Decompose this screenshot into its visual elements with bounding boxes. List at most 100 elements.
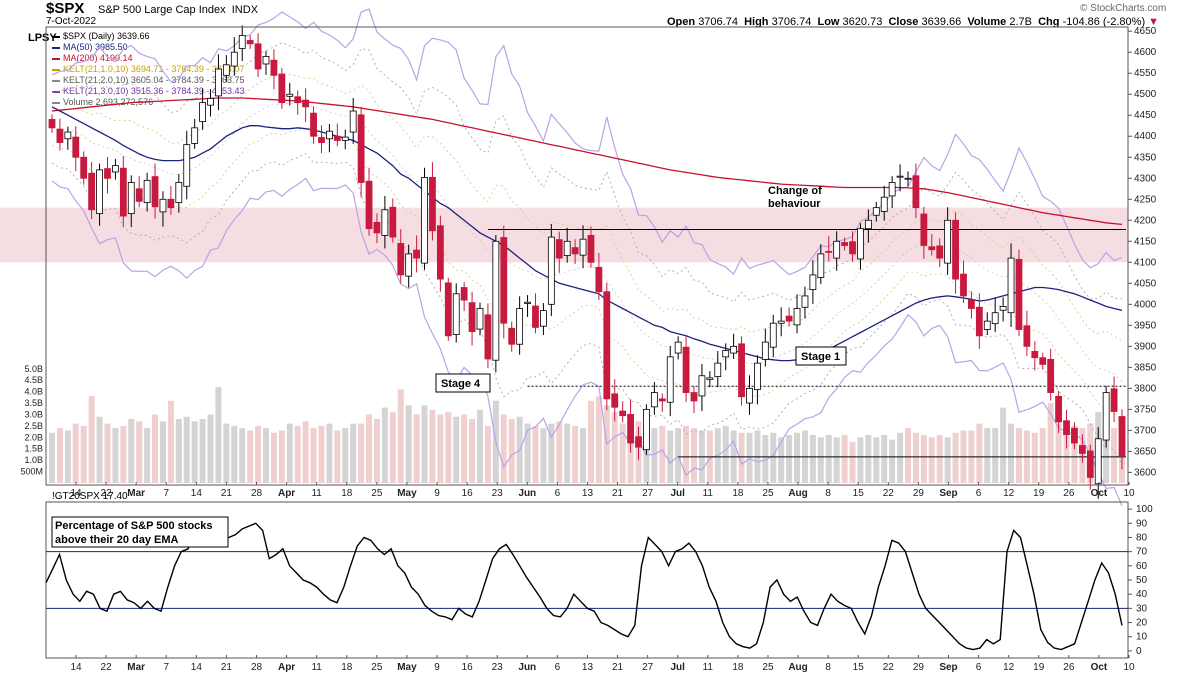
volume-bar xyxy=(952,432,959,483)
volume-bar xyxy=(64,430,71,483)
volume-bar xyxy=(255,425,262,483)
volume-bar xyxy=(532,425,539,483)
candle-body xyxy=(619,410,627,417)
volume-bar xyxy=(302,421,309,483)
candle-body xyxy=(698,375,706,397)
candle-body xyxy=(968,299,975,309)
candle-body xyxy=(674,341,682,354)
brand-label[interactable]: © StockCharts.com xyxy=(1080,3,1167,14)
price-x-tick-label: Jul xyxy=(670,488,685,499)
volume-bar xyxy=(897,432,904,483)
volume-bar xyxy=(484,425,491,483)
price-tick-label: 3700 xyxy=(1134,425,1157,436)
indicator-tick-label: 90 xyxy=(1136,518,1148,529)
price-x-tick-label: 25 xyxy=(371,488,383,499)
candle-body xyxy=(191,127,199,144)
volume-bar xyxy=(136,421,143,483)
price-x-tick-label: 22 xyxy=(883,488,895,499)
candle-body xyxy=(270,59,278,76)
legend-swatch xyxy=(52,68,60,71)
volume-bar xyxy=(461,414,468,483)
indicator-x-tick-label: Jul xyxy=(670,662,685,673)
volume-bar xyxy=(849,441,856,483)
indicator-x-tick-label: Aug xyxy=(788,662,807,673)
indicator-x-tick-label: 15 xyxy=(853,662,865,673)
volume-bar xyxy=(889,439,896,483)
price-x-tick-label: 14 xyxy=(70,488,82,499)
candle-body xyxy=(936,245,944,259)
price-x-tick-label: 15 xyxy=(853,488,865,499)
price-tick-label: 4200 xyxy=(1134,215,1157,226)
candle-body xyxy=(587,235,595,263)
indicator-tick-label: 0 xyxy=(1136,646,1142,657)
volume-bar xyxy=(778,437,785,483)
volume-bar xyxy=(794,432,801,483)
indicator-x-tick-label: 7 xyxy=(163,662,169,673)
volume-bar xyxy=(817,437,824,483)
symbol-name: S&P 500 Large Cap Index INDX xyxy=(98,4,258,16)
candle-body xyxy=(896,175,904,178)
candle-body xyxy=(56,128,64,143)
price-x-tick-label: 9 xyxy=(434,488,440,499)
candle-body xyxy=(1078,445,1086,454)
volume-bar xyxy=(619,423,626,483)
candle-body xyxy=(373,221,381,234)
indicator-x-tick-label: Oct xyxy=(1091,662,1108,673)
candle-body xyxy=(754,362,761,391)
volume-bar xyxy=(429,409,436,483)
indicator-x-tick-label: 29 xyxy=(913,662,925,673)
candle-body xyxy=(278,73,286,104)
price-x-tick-label: 8 xyxy=(825,488,831,499)
volume-bar xyxy=(611,412,618,483)
legend-label: MA(200) 4190.14 xyxy=(63,53,133,63)
candle-body xyxy=(555,239,563,259)
volume-bar xyxy=(334,430,341,483)
price-x-tick-label: Mar xyxy=(127,488,145,499)
candle-body xyxy=(769,322,777,348)
price-x-tick-label: 13 xyxy=(582,488,594,499)
candle-body xyxy=(761,341,769,360)
volume-bar xyxy=(469,419,476,483)
indicator-x-tick-label: 25 xyxy=(371,662,383,673)
indicator-x-tick-label: 14 xyxy=(70,662,82,673)
candle-body xyxy=(429,177,436,232)
volume-bar xyxy=(120,425,127,483)
candle-body xyxy=(1015,258,1023,330)
volume-bar xyxy=(659,425,666,483)
candle-body xyxy=(999,306,1007,311)
price-x-tick-label: 27 xyxy=(642,488,654,499)
candle-body xyxy=(1094,438,1102,485)
candle-body xyxy=(341,136,349,141)
candle-body xyxy=(928,246,936,251)
candle-body xyxy=(666,356,674,403)
keltner-lower-3 xyxy=(51,177,1123,506)
candle-body xyxy=(635,436,642,448)
candle-body xyxy=(825,250,833,253)
volume-tick-label: 2.0B xyxy=(24,432,43,442)
volume-bar xyxy=(508,419,515,483)
candle-body xyxy=(658,398,666,402)
indicator-x-tick-label: 23 xyxy=(492,662,504,673)
volume-bar xyxy=(358,423,365,483)
volume-bar xyxy=(159,421,166,483)
volume-bar xyxy=(326,423,333,483)
candle-body xyxy=(183,144,191,187)
candle-body xyxy=(1102,392,1110,441)
chart-date: 7-Oct-2022 xyxy=(46,16,97,27)
volume-bar xyxy=(397,389,404,483)
volume-bar xyxy=(318,425,325,483)
indicator-x-tick-label: 14 xyxy=(191,662,203,673)
keltner-lower-1 xyxy=(51,128,1123,424)
volume-bar xyxy=(80,425,87,483)
close-value: 3639.66 xyxy=(921,16,962,28)
change-value: -104.86 (-2.80%) xyxy=(1062,16,1146,28)
volume-bar xyxy=(231,425,238,483)
annotation-stage1: Stage 1 xyxy=(801,351,840,363)
volume-bar xyxy=(944,437,951,483)
legend-item: $SPX (Daily) 3639.66 xyxy=(52,31,150,42)
volume-bar xyxy=(294,425,301,483)
ma200-line xyxy=(51,97,1123,226)
candle-body xyxy=(508,327,516,345)
legend-label: KELT(21,2.0,10) 3605.04 - 3784.39 - 3963… xyxy=(63,75,245,85)
